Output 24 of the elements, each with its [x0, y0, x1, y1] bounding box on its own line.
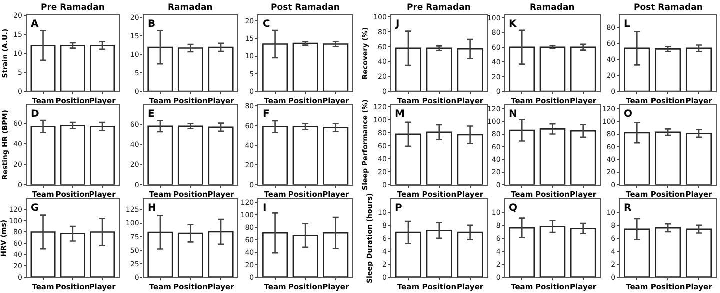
- annotation: Q: [509, 203, 518, 214]
- annotation: F: [263, 109, 270, 120]
- chart-title: Pre Ramadan: [41, 3, 105, 13]
- annotation: H: [148, 203, 156, 214]
- annotation: E: [148, 109, 155, 120]
- annotation: B: [148, 19, 156, 30]
- annotation: P: [395, 203, 402, 214]
- annotation: R: [624, 203, 632, 214]
- annotation: O: [624, 109, 633, 120]
- annotation: I: [263, 203, 267, 214]
- chart-title: Pre Ramadan: [407, 3, 471, 13]
- chart-title: Ramadan: [530, 3, 575, 13]
- annotation: J: [395, 19, 400, 30]
- annotation: K: [509, 19, 518, 30]
- annotation: N: [509, 109, 518, 120]
- annotation: C: [263, 19, 270, 30]
- annotation: A: [31, 19, 39, 30]
- chart-title: Post Ramadan: [271, 3, 340, 13]
- chart-title: Post Ramadan: [634, 3, 703, 13]
- annotation: L: [624, 19, 631, 30]
- annotation: M: [395, 109, 405, 120]
- annotation: G: [31, 203, 40, 214]
- annotation: D: [31, 109, 40, 120]
- chart-title: Ramadan: [168, 3, 213, 13]
